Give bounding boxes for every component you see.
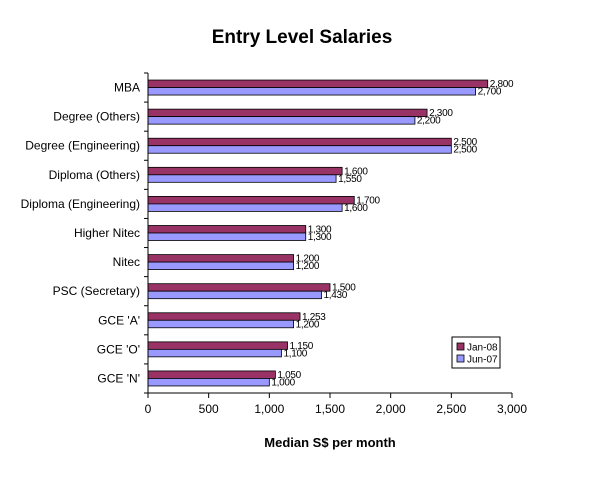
bar-jan-08 xyxy=(147,283,331,292)
x-tick-label: 1,500 xyxy=(315,402,345,416)
bar-jun-07 xyxy=(147,319,295,329)
category-label: GCE 'N' xyxy=(97,371,140,385)
category-label: Degree (Engineering) xyxy=(25,139,140,153)
data-label: 2,500 xyxy=(453,137,477,148)
legend-entry: Jan-08 xyxy=(467,343,498,354)
bar-jan-08 xyxy=(147,166,343,176)
category-label: GCE 'O' xyxy=(97,342,140,356)
legend-box xyxy=(451,336,501,369)
data-label: 1,430 xyxy=(324,290,348,301)
bar-jun-07 xyxy=(147,203,343,212)
bar-jun-07 xyxy=(147,174,337,183)
category-label: Diploma (Others) xyxy=(49,168,140,182)
bar-jun-07 xyxy=(147,290,322,300)
bar-jun-07 xyxy=(147,87,477,96)
data-label: 2,300 xyxy=(429,108,453,119)
bar-jun-07 xyxy=(147,348,282,358)
data-label: 2,200 xyxy=(417,116,441,127)
data-label: 1,300 xyxy=(308,225,332,236)
bar-jan-08 xyxy=(147,137,452,147)
x-axis-title: Median S$ per month xyxy=(264,435,396,450)
data-label: 1,050 xyxy=(277,370,301,381)
data-label: 1,200 xyxy=(296,254,320,265)
bar-jan-08 xyxy=(147,370,276,379)
data-label: 1,700 xyxy=(356,195,380,206)
bar-jan-08 xyxy=(147,108,428,118)
bar-jan-08 xyxy=(147,225,307,234)
bar-jan-08 xyxy=(147,254,295,263)
x-tick-label: 2,000 xyxy=(376,402,406,416)
legend-entry: Jun-07 xyxy=(467,355,498,366)
category-label: PSC (Secretary) xyxy=(53,284,140,298)
bar-jan-08 xyxy=(147,312,301,321)
bar-jun-07 xyxy=(147,232,307,241)
chart-title: Entry Level Salaries xyxy=(212,27,393,48)
bar-jan-08 xyxy=(147,196,355,205)
category-label: Degree (Others) xyxy=(53,110,140,124)
data-label: 1,550 xyxy=(338,174,362,185)
bar-jun-07 xyxy=(147,378,270,387)
x-tick-label: 1,000 xyxy=(254,402,284,416)
x-tick-label: 0 xyxy=(145,402,152,416)
data-label: 1,253 xyxy=(302,312,326,323)
legend-swatch xyxy=(456,354,465,363)
data-label: 1,600 xyxy=(344,203,368,214)
category-label: Nitec xyxy=(113,255,140,269)
category-label: Diploma (Engineering) xyxy=(21,197,140,211)
data-label: 1,200 xyxy=(296,261,320,272)
category-label: GCE 'A' xyxy=(98,313,140,327)
bar-jun-07 xyxy=(147,116,416,125)
bar-jun-07 xyxy=(147,145,452,154)
x-tick-label: 3,000 xyxy=(497,402,527,416)
bar-jan-08 xyxy=(147,341,288,350)
x-tick-label: 500 xyxy=(199,402,219,416)
x-tick-label: 2,500 xyxy=(436,402,466,416)
bar-jun-07 xyxy=(147,261,295,270)
data-label: 1,500 xyxy=(332,283,356,294)
data-label: 1,000 xyxy=(271,377,295,388)
data-label: 2,500 xyxy=(453,145,477,156)
data-label: 1,200 xyxy=(296,319,320,330)
data-label: 1,100 xyxy=(283,348,307,359)
category-label: Higher Nitec xyxy=(74,226,140,240)
data-label: 1,150 xyxy=(290,341,314,352)
data-label: 1,300 xyxy=(308,232,332,243)
category-label: MBA xyxy=(114,81,140,95)
data-label: 1,600 xyxy=(344,166,368,177)
legend-swatch xyxy=(456,342,465,351)
bar-jan-08 xyxy=(147,79,489,88)
data-label: 2,800 xyxy=(490,79,514,90)
data-label: 2,700 xyxy=(478,87,502,98)
